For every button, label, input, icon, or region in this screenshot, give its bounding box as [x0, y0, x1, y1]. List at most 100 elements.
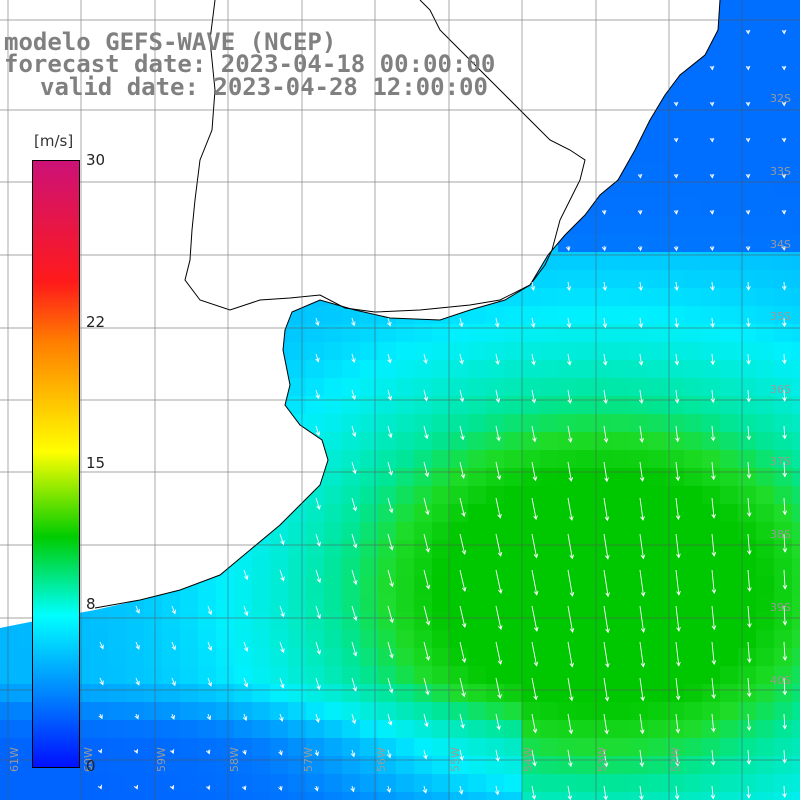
- wind-speed-cell: [648, 504, 667, 523]
- wind-speed-cell: [540, 414, 559, 433]
- wind-speed-cell: [756, 720, 775, 739]
- wind-speed-cell: [630, 396, 649, 415]
- wind-speed-cell: [576, 774, 595, 793]
- wind-speed-cell: [270, 720, 289, 739]
- wind-speed-cell: [648, 558, 667, 577]
- wind-speed-cell: [684, 108, 703, 127]
- wind-arrow: [603, 569, 610, 598]
- wind-speed-cell: [504, 774, 523, 793]
- wind-speed-cell: [306, 612, 325, 631]
- wind-speed-cell: [342, 648, 361, 667]
- wind-speed-cell: [702, 702, 721, 721]
- wind-speed-cell: [774, 72, 793, 91]
- wind-speed-cell: [630, 252, 649, 271]
- latitude-label: 38S: [770, 528, 791, 541]
- wind-speed-cell: [288, 576, 307, 595]
- wind-speed-cell: [288, 702, 307, 721]
- wind-speed-cell: [576, 432, 595, 451]
- wind-speed-cell: [630, 468, 649, 487]
- wind-speed-cell: [234, 684, 253, 703]
- wind-speed-cell: [360, 540, 379, 559]
- wind-speed-cell: [360, 774, 379, 793]
- wind-speed-cell: [342, 702, 361, 721]
- wind-speed-cell: [648, 594, 667, 613]
- wind-arrow: [279, 677, 285, 689]
- wind-speed-cell: [342, 774, 361, 793]
- wind-speed-cell: [126, 702, 145, 721]
- wind-arrow: [603, 641, 610, 668]
- wind-speed-cell: [738, 108, 757, 127]
- wind-speed-cell: [738, 666, 757, 685]
- wind-speed-cell: [486, 486, 505, 505]
- wind-speed-cell: [594, 378, 613, 397]
- wind-speed-cell: [504, 720, 523, 739]
- wind-speed-cell: [792, 684, 800, 703]
- wind-arrow: [495, 605, 503, 631]
- wind-speed-cell: [756, 306, 775, 325]
- wind-speed-cell: [612, 360, 631, 379]
- wind-speed-cell: [666, 288, 685, 307]
- wind-speed-cell: [630, 378, 649, 397]
- wind-speed-cell: [18, 630, 37, 649]
- wind-speed-cell: [414, 378, 433, 397]
- wind-speed-cell: [486, 450, 505, 469]
- wind-speed-cell: [594, 360, 613, 379]
- wind-speed-cell: [216, 612, 235, 631]
- wind-speed-cell: [720, 198, 739, 217]
- wind-speed-cell: [576, 468, 595, 487]
- wind-speed-cell: [720, 396, 739, 415]
- wind-speed-cell: [342, 432, 361, 451]
- wind-speed-cell: [684, 324, 703, 343]
- wind-speed-cell: [306, 756, 325, 775]
- wind-arrow: [710, 353, 716, 366]
- wind-speed-cell: [738, 774, 757, 793]
- wind-arrow: [637, 245, 643, 252]
- wind-arrow: [169, 749, 175, 755]
- wind-arrow: [709, 101, 715, 107]
- wind-speed-cell: [396, 522, 415, 541]
- wind-speed-cell: [756, 504, 775, 523]
- wind-speed-cell: [486, 666, 505, 685]
- wind-speed-cell: [378, 576, 397, 595]
- wind-speed-cell: [378, 684, 397, 703]
- wind-speed-cell: [738, 252, 757, 271]
- wind-speed-cell: [684, 756, 703, 775]
- wind-speed-cell: [0, 738, 19, 757]
- wind-arrow: [673, 137, 679, 143]
- wind-speed-cell: [684, 414, 703, 433]
- wind-speed-cell: [666, 486, 685, 505]
- wind-speed-cell: [0, 792, 19, 800]
- wind-speed-cell: [360, 648, 379, 667]
- wind-arrow: [279, 605, 285, 618]
- wind-speed-cell: [216, 666, 235, 685]
- wind-arrow: [531, 353, 536, 366]
- wind-speed-cell: [774, 792, 793, 800]
- wind-arrow: [133, 784, 139, 790]
- wind-speed-cell: [666, 594, 685, 613]
- wind-arrow: [711, 461, 716, 481]
- wind-arrow: [278, 785, 283, 791]
- wind-speed-cell: [630, 432, 649, 451]
- wind-speed-cell: [720, 252, 739, 271]
- wind-speed-cell: [396, 630, 415, 649]
- wind-speed-cell: [666, 450, 685, 469]
- wind-speed-cell: [738, 720, 757, 739]
- wind-speed-cell: [792, 162, 800, 181]
- wind-speed-cell: [486, 522, 505, 541]
- wind-speed-cell: [666, 684, 685, 703]
- wind-speed-cell: [522, 630, 541, 649]
- wind-speed-cell: [594, 594, 613, 613]
- wind-speed-cell: [738, 486, 757, 505]
- wind-speed-cell: [504, 630, 523, 649]
- wind-arrow: [171, 677, 176, 687]
- wind-speed-cell: [144, 666, 163, 685]
- wind-arrow: [603, 389, 608, 405]
- wind-speed-cell: [252, 702, 271, 721]
- wind-arrow: [531, 749, 537, 767]
- wind-arrow: [746, 677, 752, 698]
- wind-speed-cell: [162, 630, 181, 649]
- wind-speed-cell: [612, 468, 631, 487]
- wind-speed-cell: [360, 378, 379, 397]
- wind-speed-cell: [468, 486, 487, 505]
- wind-speed-cell: [144, 702, 163, 721]
